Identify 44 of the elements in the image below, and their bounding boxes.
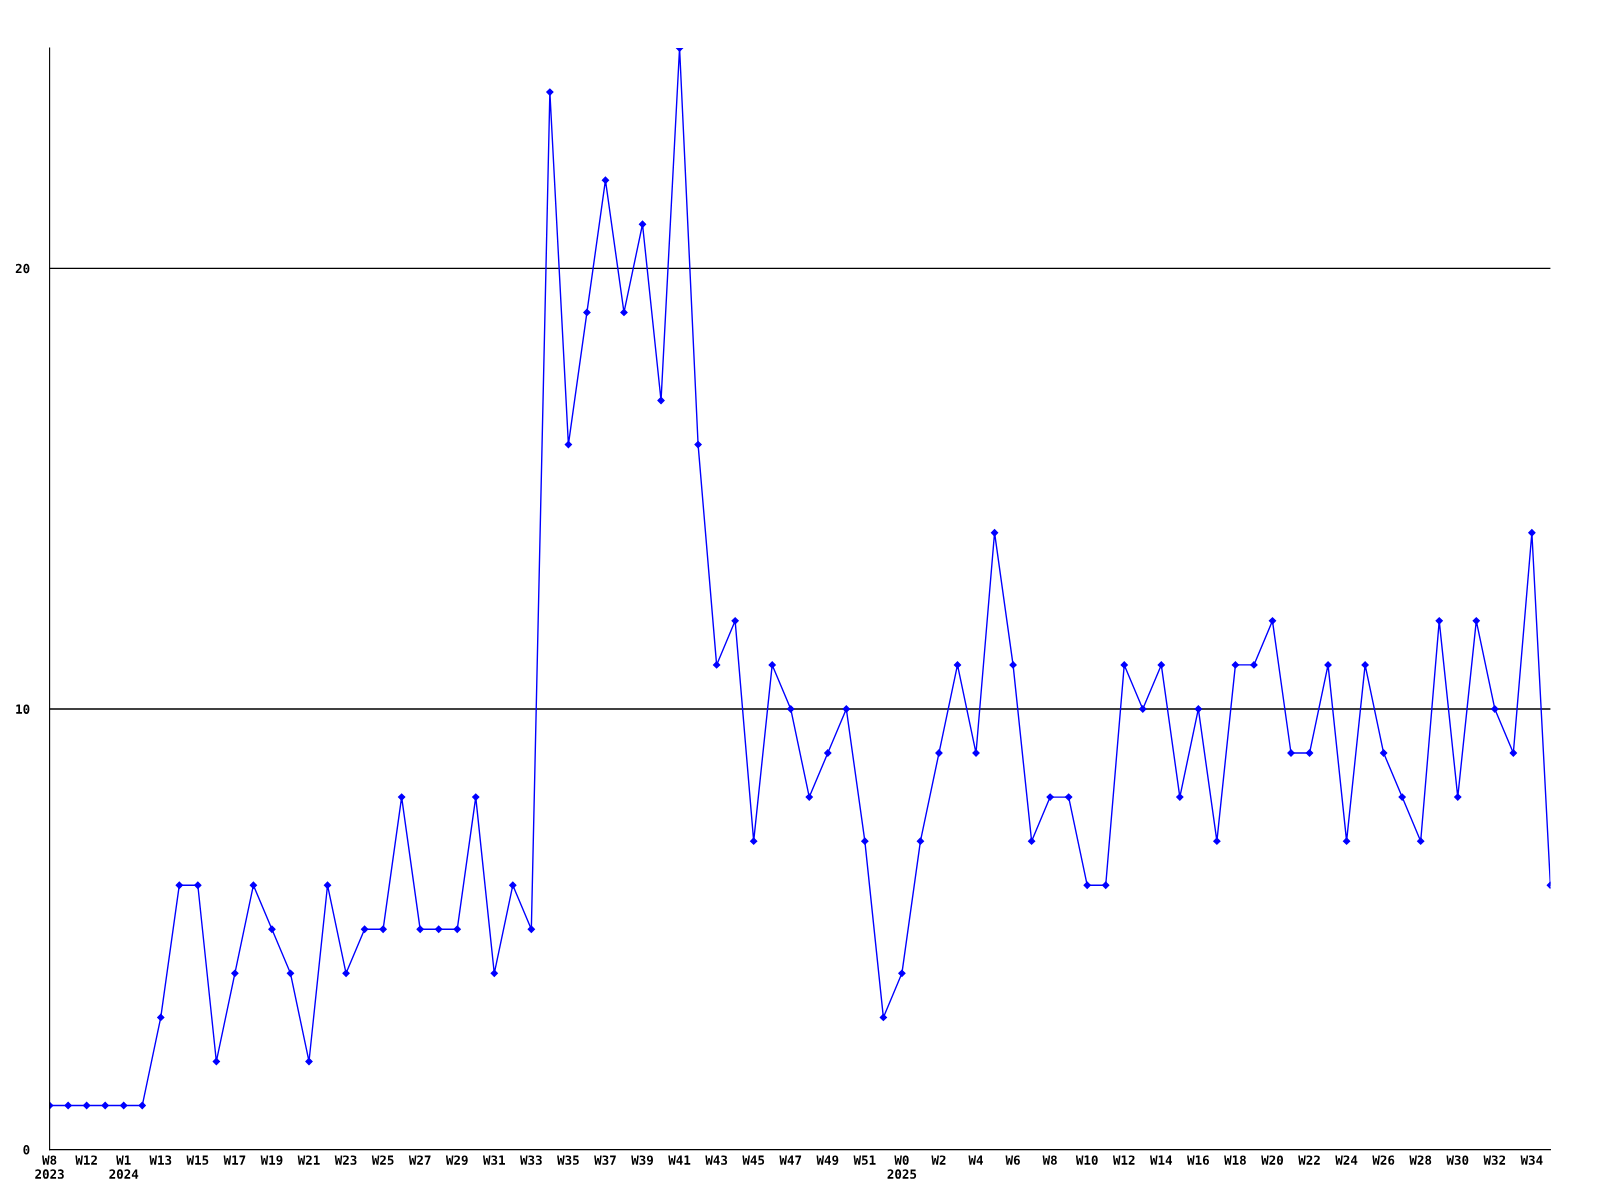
x-tick-label: W22 [1298,1155,1320,1165]
x-tick-label: W51 [853,1155,876,1165]
x-tick-label: W15 [186,1155,209,1165]
x-tick-label: W21 [297,1155,320,1165]
x-tick-label: W12 [75,1155,97,1165]
x-tick-label: W34 [1520,1155,1543,1165]
x-tick-label: W41 [668,1155,691,1165]
x-tick-label: W1 2024 [109,1155,139,1179]
x-tick-label: W33 [520,1155,542,1165]
x-tick-label: W35 [557,1155,579,1165]
x-tick-label: W17 [223,1155,246,1165]
x-tick-label: W45 [742,1155,765,1165]
x-tick-label: W28 [1409,1155,1432,1165]
x-tick-label: W43 [705,1155,728,1165]
x-tick-label: W0 2025 [887,1155,917,1179]
x-tick-label: W31 [482,1155,505,1165]
x-tick-label: W49 [816,1155,839,1165]
x-tick-label: W10 [1075,1155,1098,1165]
x-tick-label: W27 [408,1155,431,1165]
y-tick-label: 0 [23,1145,30,1155]
x-tick-label: W12 [1112,1155,1135,1165]
x-tick-label: W47 [779,1155,802,1165]
x-tick-label: W20 [1261,1155,1284,1165]
x-tick-label: W19 [260,1155,283,1165]
x-tick-label: W8 [1042,1155,1057,1165]
x-tick-label: W26 [1372,1155,1395,1165]
y-tick-label: 20 [15,263,30,274]
x-tick-label: W29 [445,1155,468,1165]
x-tick-label: W8 2023 [35,1155,64,1179]
x-tick-label: W13 [149,1155,172,1165]
x-tick-label: W39 [631,1155,653,1165]
x-tick-label: W32 [1483,1155,1506,1165]
y-tick-label: 10 [16,704,30,714]
x-tick-label: W14 [1150,1155,1173,1165]
x-tick-label: W30 [1446,1155,1469,1165]
x-tick-label: W6 [1005,1155,1020,1165]
x-tick-label: W2 [931,1155,946,1165]
x-tick-label: W16 [1187,1155,1209,1165]
x-tick-label: W23 [334,1155,357,1165]
x-tick-label: W37 [594,1155,616,1165]
x-tick-label: W24 [1335,1155,1358,1165]
x-tick-label: W25 [371,1155,394,1165]
x-tick-label: W4 [968,1155,983,1165]
x-tick-label: W18 [1224,1155,1246,1165]
